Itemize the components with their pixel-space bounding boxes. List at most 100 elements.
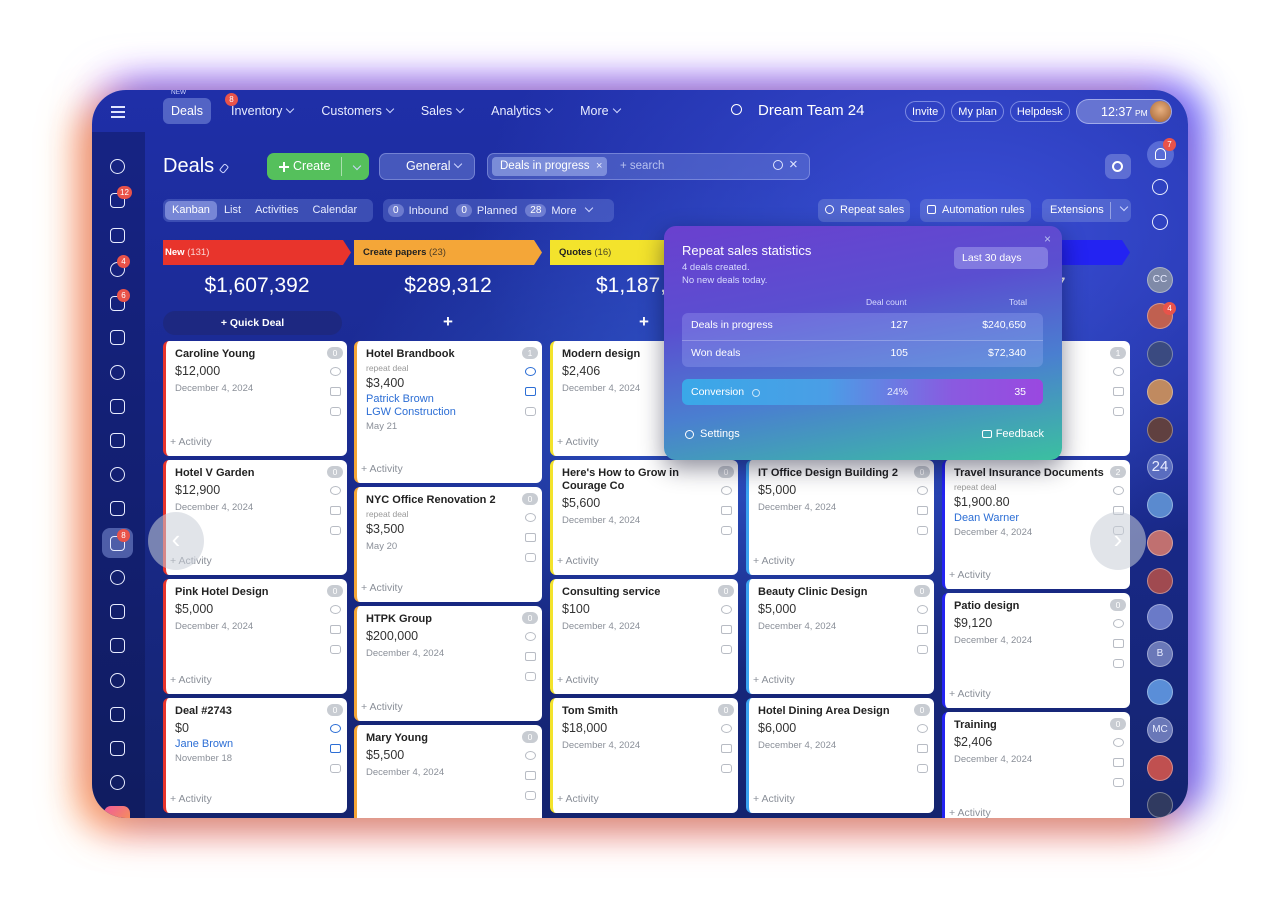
- card-activity[interactable]: + Activity: [949, 568, 991, 581]
- card-action-icon[interactable]: [330, 625, 341, 634]
- counter[interactable]: 0 Planned: [456, 204, 517, 217]
- avatar[interactable]: [1147, 341, 1173, 367]
- deal-card[interactable]: HTPK Group $200,000 December 4, 2024 + Acti…: [354, 606, 542, 721]
- filter-chip[interactable]: Deals in progress ×: [492, 157, 608, 176]
- nav-item[interactable]: Deals: [163, 98, 211, 124]
- card-activity[interactable]: + Activity: [949, 687, 991, 700]
- top-button[interactable]: My plan: [951, 101, 1004, 122]
- card-activity[interactable]: + Activity: [949, 806, 991, 819]
- sidebar-icon[interactable]: [1152, 214, 1168, 230]
- deal-card[interactable]: Hotel Dining Area Design $6,000 December 4…: [746, 698, 934, 813]
- deal-card[interactable]: Pink Hotel Design $5,000 December 4, 2024 +…: [163, 579, 347, 694]
- card-action-icon[interactable]: [917, 724, 928, 733]
- user-avatar[interactable]: [1150, 101, 1171, 122]
- scroll-left-button[interactable]: ‹: [148, 512, 204, 570]
- card-action-icon[interactable]: [330, 506, 341, 515]
- deal-card[interactable]: Beauty Clinic Design $5,000 December 4, 20…: [746, 579, 934, 694]
- card-action-icon[interactable]: [525, 407, 536, 416]
- card-action-icon[interactable]: [1113, 367, 1124, 376]
- card-action-icon[interactable]: [721, 526, 732, 535]
- add-button[interactable]: +: [443, 312, 453, 331]
- card-action-icon[interactable]: [330, 764, 341, 773]
- card-action-icon[interactable]: [330, 367, 341, 376]
- sidebar-icon[interactable]: [110, 638, 125, 653]
- card-activity[interactable]: + Activity: [753, 555, 795, 567]
- sidebar-icon[interactable]: [110, 775, 125, 790]
- card-activity[interactable]: + Activity: [170, 674, 212, 686]
- nav-item[interactable]: Sales NEW: [171, 90, 471, 124]
- card-action-icon[interactable]: [1113, 658, 1124, 668]
- card-action-icon[interactable]: [1113, 618, 1124, 628]
- card-action-icon[interactable]: [525, 652, 536, 661]
- view-tab[interactable]: Activities: [255, 204, 299, 216]
- card-contact[interactable]: Patrick Brown: [366, 393, 434, 405]
- card-action-icon[interactable]: [525, 791, 536, 800]
- card-action-icon[interactable]: [1113, 638, 1124, 648]
- deal-card[interactable]: Patio design $9,120 December 4, 2024 + Acti…: [942, 592, 1130, 708]
- card-action-icon[interactable]: [721, 625, 732, 634]
- card-action-icon[interactable]: [917, 486, 928, 495]
- card-activity[interactable]: + Activity: [753, 674, 795, 686]
- card-activity[interactable]: + Activity: [170, 793, 212, 805]
- card-action-icon[interactable]: [330, 407, 341, 416]
- view-tab[interactable]: List: [223, 204, 242, 216]
- card-action-icon[interactable]: [1113, 777, 1124, 787]
- action-button[interactable]: Repeat sales: [818, 199, 910, 222]
- sidebar-icon[interactable]: [1152, 179, 1168, 195]
- close-icon[interactable]: ×: [1044, 232, 1052, 246]
- avatar[interactable]: [1147, 417, 1173, 443]
- card-action-icon[interactable]: [330, 724, 341, 733]
- card-action-icon[interactable]: [721, 605, 732, 614]
- search-icon[interactable]: [731, 104, 742, 115]
- avatar[interactable]: [1147, 755, 1173, 781]
- filter-button[interactable]: General: [379, 153, 475, 180]
- action-button[interactable]: Extensions: [1042, 199, 1131, 222]
- counter[interactable]: 28 More: [525, 203, 594, 217]
- avatar[interactable]: [1147, 792, 1173, 818]
- card-action-icon[interactable]: [525, 513, 536, 522]
- avatar[interactable]: [1147, 604, 1173, 630]
- avatar[interactable]: [1147, 530, 1173, 556]
- sidebar-icon[interactable]: [110, 365, 125, 380]
- sidebar-icon[interactable]: [110, 467, 125, 482]
- sidebar-icon[interactable]: [110, 570, 125, 585]
- avatar[interactable]: [1147, 492, 1173, 518]
- sidebar-icon[interactable]: [110, 741, 125, 756]
- card-action-icon[interactable]: [1113, 387, 1124, 396]
- card-action-icon[interactable]: [525, 387, 536, 396]
- card-activity[interactable]: + Activity: [557, 436, 599, 448]
- sidebar-icon[interactable]: [110, 707, 125, 722]
- deal-card[interactable]: Deal #2743 $0 Jane Brown November 18 + Activ…: [163, 698, 347, 813]
- card-action-icon[interactable]: [721, 764, 732, 773]
- card-action-icon[interactable]: [917, 645, 928, 654]
- sidebar-icon[interactable]: [110, 501, 125, 516]
- period-button[interactable]: Last 30 days: [954, 247, 1048, 269]
- card-action-icon[interactable]: [721, 724, 732, 733]
- card-action-icon[interactable]: [330, 645, 341, 654]
- create-button[interactable]: Create: [267, 153, 369, 180]
- card-action-icon[interactable]: [330, 486, 341, 495]
- top-button[interactable]: Invite: [905, 101, 946, 122]
- nav-item[interactable]: Inventory: [223, 98, 301, 124]
- card-activity[interactable]: + Activity: [557, 793, 599, 805]
- avatar[interactable]: [1147, 379, 1173, 405]
- card-contact[interactable]: Dean Warner: [954, 512, 1020, 524]
- card-action-icon[interactable]: [1113, 407, 1124, 416]
- card-action-icon[interactable]: [525, 751, 536, 760]
- card-action-icon[interactable]: [525, 533, 536, 542]
- card-action-icon[interactable]: [525, 672, 536, 681]
- card-action-icon[interactable]: [917, 526, 928, 535]
- action-button[interactable]: Automation rules: [920, 199, 1031, 222]
- card-action-icon[interactable]: [330, 744, 341, 753]
- card-action-icon[interactable]: [721, 506, 732, 515]
- card-activity[interactable]: + Activity: [753, 793, 795, 805]
- sidebar-icon[interactable]: [110, 159, 125, 174]
- card-action-icon[interactable]: [1113, 737, 1124, 747]
- card-action-icon[interactable]: [917, 506, 928, 515]
- view-tab[interactable]: Calendar: [312, 204, 358, 216]
- card-activity[interactable]: + Activity: [361, 582, 403, 594]
- card-contact[interactable]: LGW Construction: [366, 406, 456, 418]
- card-action-icon[interactable]: [525, 632, 536, 641]
- deal-card[interactable]: Here's How to Grow in Courage Co $5,600 De…: [550, 460, 738, 575]
- card-action-icon[interactable]: [917, 744, 928, 753]
